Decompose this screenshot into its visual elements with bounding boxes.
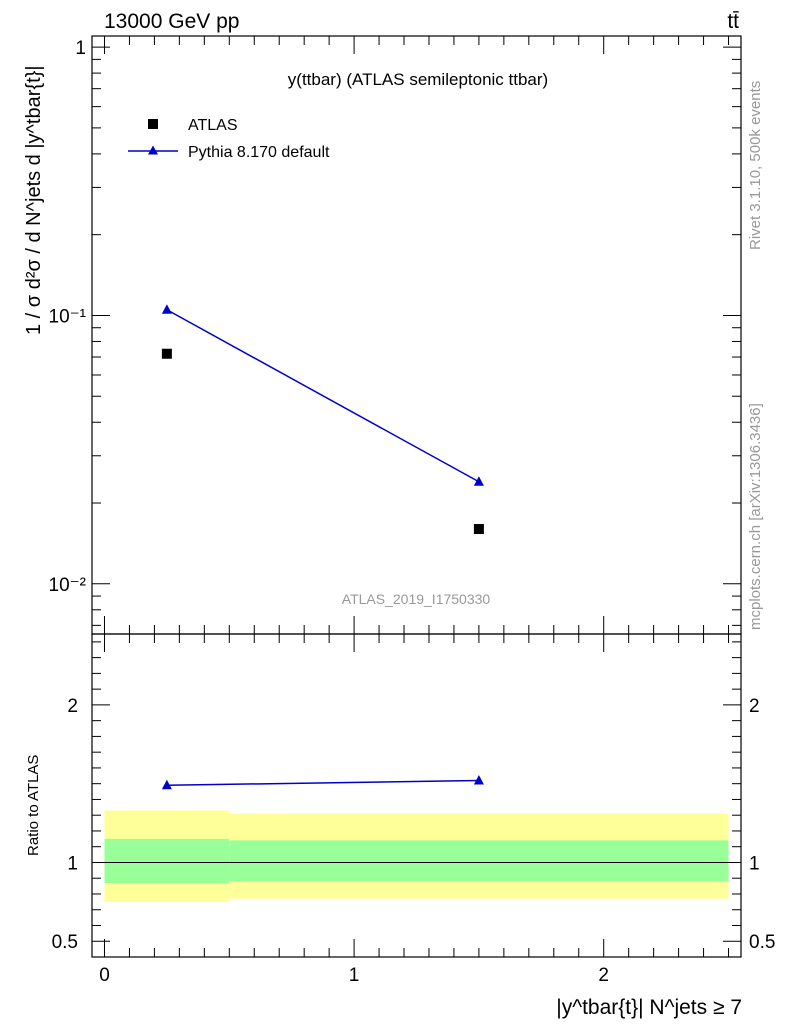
legend-atlas-marker: [148, 119, 158, 129]
analysis-watermark: ATLAS_2019_I1750330: [342, 591, 491, 607]
x-tick-label: 0: [99, 965, 110, 986]
legend-atlas-label: ATLAS: [188, 117, 238, 134]
ratio-y-tick-label-left: 0.5: [52, 932, 78, 953]
atlas-point: [473, 524, 484, 535]
process-label: tt̄: [727, 10, 739, 33]
ratio-y-tick-label-right: 2: [749, 696, 760, 717]
main-y-axis-title: 1 / σ d²σ / d N^jets d |y^tbar{t}|: [23, 65, 45, 335]
axis-ticks: [92, 36, 741, 957]
tick-labels: 1 10⁻¹ 10⁻² 0.5 0.5 1 1 2 2 0 1 2: [49, 38, 776, 986]
x-axis-title: |y^tbar{t}| N^jets ≥ 7: [556, 996, 742, 1019]
pythia-point: [473, 476, 484, 486]
ratio-series: [161, 775, 484, 790]
pythia-point: [161, 304, 172, 314]
ratio-panel-frame: [91, 633, 742, 958]
plot-title: y(ttbar) (ATLAS semileptonic ttbar): [288, 70, 548, 89]
ratio-y-tick-label-right: 0.5: [749, 932, 775, 953]
mcplots-label: mcplots.cern.ch [arXiv:1306.3436]: [747, 403, 764, 630]
legend-pythia-marker: [148, 145, 158, 155]
ratio-pythia-point: [161, 779, 172, 790]
uncertainty-bands: [92, 810, 741, 902]
ratio-pythia-line: [166, 779, 479, 787]
ratio-pythia-point: [473, 775, 484, 785]
x-tick-label: 1: [349, 965, 360, 986]
main-y-axis-title-text: 1 / σ d²σ / d N^jets d |y^tbar{t}|: [23, 65, 45, 335]
atlas-point: [161, 348, 172, 359]
main-series: [161, 304, 484, 535]
pythia-line: [166, 309, 480, 483]
inner-band-bin-1: [229, 840, 729, 882]
ratio-y-axis-title: Ratio to ATLAS: [25, 755, 42, 856]
main-y-tick-label: 1: [75, 38, 86, 59]
legend-pythia-label: Pythia 8.170 default: [188, 144, 330, 161]
ratio-y-tick-label-left: 1: [67, 853, 78, 874]
rivet-version-label: Rivet 3.1.10, 500k events: [747, 81, 764, 250]
energy-label: 13000 GeV pp: [104, 10, 239, 33]
x-tick-label: 2: [598, 965, 609, 986]
inner-band-bin-0: [104, 838, 230, 883]
legend: ATLAS Pythia 8.170 default: [128, 117, 330, 161]
ratio-y-tick-label-right: 1: [749, 853, 760, 874]
main-y-tick-label: 10⁻¹: [49, 306, 87, 327]
main-y-tick-label: 10⁻²: [49, 575, 87, 596]
ratio-y-tick-label-left: 2: [67, 696, 78, 717]
